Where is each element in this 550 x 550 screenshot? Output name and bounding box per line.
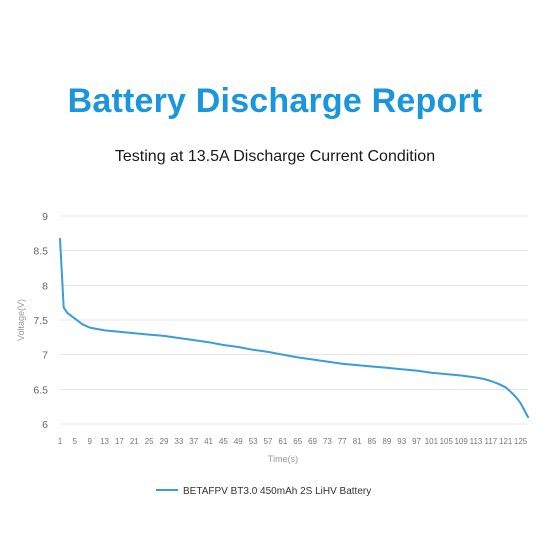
- x-tick-label: 61: [278, 437, 287, 446]
- x-tick-label: 69: [308, 437, 317, 446]
- x-tick-label: 37: [189, 437, 198, 446]
- y-tick-label: 8: [42, 280, 48, 292]
- chart-subtitle: Testing at 13.5A Discharge Current Condi…: [114, 148, 436, 165]
- x-tick-label: 9: [87, 437, 92, 446]
- grid-lines: [60, 215, 528, 425]
- legend: BETAFPV BT3.0 450mAh 2S LiHV Battery: [156, 486, 371, 497]
- y-tick-label: 9: [42, 211, 48, 223]
- x-axis-ticks: 1 5 9 13 17 21 25 29 33 37 41 45 49 53 57 61 65 69 73 77 81 8…: [58, 437, 528, 446]
- x-tick-label: 25: [145, 437, 154, 446]
- y-axis-label: Voltage(V): [16, 299, 26, 341]
- y-axis-ticks: 6 6.5 7 7.5 8 8.5 9: [33, 211, 48, 431]
- chart-title: Battery Discharge Report: [67, 82, 483, 120]
- x-tick-label: 93: [397, 437, 406, 446]
- x-tick-label: 65: [293, 437, 302, 446]
- x-tick-label: 33: [174, 437, 183, 446]
- x-tick-label: 113: [470, 437, 483, 446]
- y-tick-label: 7: [42, 350, 48, 362]
- x-tick-label: 57: [264, 437, 273, 446]
- x-tick-label: 41: [204, 437, 213, 446]
- y-tick-label: 7.5: [33, 315, 48, 327]
- x-tick-label: 117: [484, 437, 497, 446]
- y-tick-label: 8.5: [33, 246, 48, 258]
- x-tick-label: 17: [115, 437, 124, 446]
- y-tick-label: 6.5: [33, 384, 48, 396]
- x-tick-label: 81: [353, 437, 362, 446]
- x-tick-label: 77: [338, 437, 347, 446]
- x-tick-label: 121: [499, 437, 513, 446]
- x-tick-label: 85: [368, 437, 377, 446]
- series-group: [59, 237, 529, 419]
- x-tick-label: 45: [219, 437, 228, 446]
- x-tick-label: 105: [440, 437, 454, 446]
- x-tick-label: 49: [234, 437, 243, 446]
- series-line: [59, 237, 529, 419]
- x-tick-label: 53: [249, 437, 258, 446]
- x-tick-label: 13: [100, 437, 109, 446]
- x-tick-label: 5: [73, 437, 78, 446]
- y-tick-label: 6: [42, 419, 48, 431]
- x-tick-label: 89: [382, 437, 391, 446]
- x-tick-label: 21: [130, 437, 139, 446]
- x-tick-label: 125: [514, 437, 528, 446]
- x-axis-label: Time(s): [268, 454, 298, 464]
- legend-label: BETAFPV BT3.0 450mAh 2S LiHV Battery: [183, 486, 371, 497]
- x-tick-label: 101: [425, 437, 439, 446]
- x-tick-label: 73: [323, 437, 332, 446]
- x-tick-label: 109: [454, 437, 468, 446]
- x-tick-label: 97: [412, 437, 421, 446]
- x-tick-label: 29: [160, 437, 169, 446]
- x-tick-label: 1: [58, 437, 63, 446]
